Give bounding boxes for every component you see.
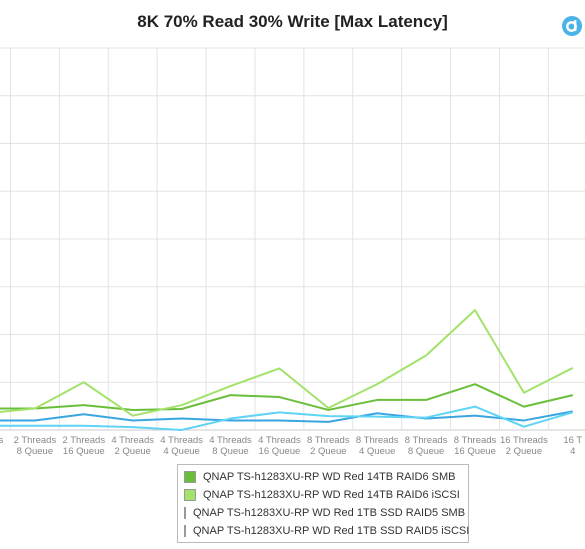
series-line-2 <box>0 309 574 417</box>
legend-label: QNAP TS-h1283XU-RP WD Red 14TB RAID6 SMB <box>203 471 456 483</box>
legend-swatch <box>184 525 186 537</box>
series-line-4 <box>0 405 574 431</box>
legend-swatch <box>184 471 196 483</box>
x-tick-label: 8 Threads 8 Queue <box>405 435 448 457</box>
legend-swatch <box>184 507 186 519</box>
x-tick-label: 8 Threads 4 Queue <box>356 435 399 457</box>
grid-lines <box>0 47 585 431</box>
legend-label: QNAP TS-h1283XU-RP WD Red 14TB RAID6 iSC… <box>203 489 460 501</box>
legend-swatch <box>184 489 196 501</box>
legend-label: QNAP TS-h1283XU-RP WD Red 1TB SSD RAID5 … <box>193 525 470 537</box>
legend-item[interactable]: QNAP TS-h1283XU-RP WD Red 14TB RAID6 iSC… <box>184 486 462 504</box>
x-tick-label: 2 Threads 16 Queue <box>62 435 105 457</box>
x-tick-label: 4 Threads 4 Queue <box>160 435 203 457</box>
series-lines <box>0 309 574 431</box>
series-line-3 <box>0 410 573 423</box>
legend-item[interactable]: QNAP TS-h1283XU-RP WD Red 14TB RAID6 SMB <box>184 468 462 486</box>
legend-item[interactable]: QNAP TS-h1283XU-RP WD Red 1TB SSD RAID5 … <box>184 522 469 540</box>
legend-item[interactable]: QNAP TS-h1283XU-RP WD Red 1TB SSD RAID5 … <box>184 504 466 522</box>
x-tick-label: 8 Threads 2 Queue <box>307 435 350 457</box>
x-tick-label: 2 Threads 8 Queue <box>14 435 57 457</box>
chart-title: 8K 70% Read 30% Write [Max Latency] <box>137 12 448 31</box>
x-tick-label: ThreadsQueue <box>0 435 4 457</box>
legend-label: QNAP TS-h1283XU-RP WD Red 1TB SSD RAID5 … <box>193 507 466 519</box>
x-tick-label: 16 Threads 2 Queue <box>500 435 548 457</box>
x-tick-label: 4 Threads 8 Queue <box>209 435 252 457</box>
x-tick-label: 4 Threads 2 Queue <box>111 435 154 457</box>
chart-logo-icon <box>562 16 582 36</box>
series-line-1 <box>0 383 574 411</box>
x-tick-label: 8 Threads 16 Queue <box>454 435 497 457</box>
x-tick-label: 4 Threads 16 Queue <box>258 435 301 457</box>
chart-legend: QNAP TS-h1283XU-RP WD Red 14TB RAID6 SMB… <box>177 464 469 543</box>
